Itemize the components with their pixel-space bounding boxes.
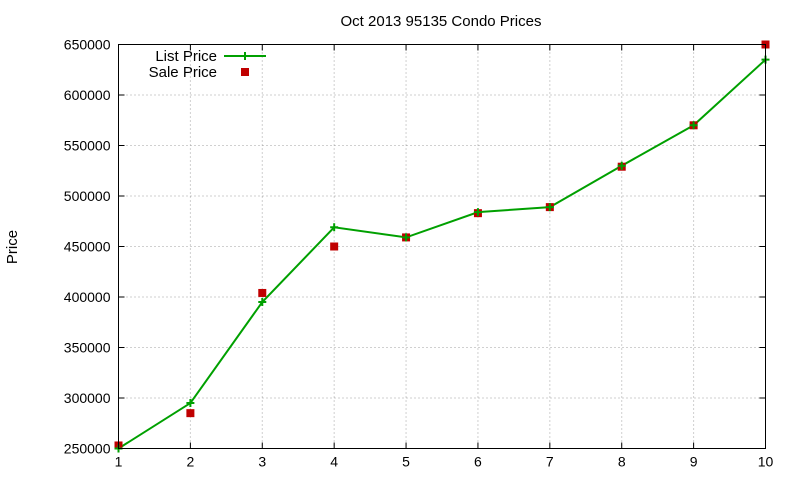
x-tick-label: 4 bbox=[330, 454, 338, 470]
x-tick-label: 7 bbox=[546, 454, 554, 470]
x-tick-label: 5 bbox=[402, 454, 410, 470]
list-price-point bbox=[402, 233, 411, 242]
y-tick-label: 650000 bbox=[64, 37, 111, 53]
x-tick-label: 2 bbox=[186, 454, 194, 470]
legend-label-list-price: List Price bbox=[155, 48, 217, 65]
x-tick-label: 1 bbox=[115, 454, 123, 470]
y-tick-label: 400000 bbox=[64, 289, 111, 305]
y-tick-label: 300000 bbox=[64, 390, 111, 406]
x-tick-label: 9 bbox=[690, 454, 698, 470]
chart-title: Oct 2013 95135 Condo Prices bbox=[341, 13, 542, 30]
y-tick-label: 450000 bbox=[64, 239, 111, 255]
list-price-line bbox=[117, 58, 767, 450]
x-tick-label: 8 bbox=[618, 454, 626, 470]
list-price-point bbox=[617, 161, 626, 170]
y-tick-label: 250000 bbox=[64, 441, 111, 457]
legend-marker-sale-price bbox=[241, 68, 249, 76]
tick-layer: 250000 300000 350000 400000 450000 500000 5500… bbox=[64, 37, 774, 470]
x-tick-label: 6 bbox=[474, 454, 482, 470]
y-tick-label: 550000 bbox=[64, 138, 111, 154]
grid-layer bbox=[118, 44, 766, 449]
sale-price-point bbox=[258, 288, 267, 297]
legend-marker-list-price bbox=[241, 52, 249, 60]
x-tick-label: 10 bbox=[758, 454, 774, 470]
list-price-point bbox=[689, 121, 698, 130]
list-price-point bbox=[258, 298, 267, 307]
y-tick-label: 600000 bbox=[64, 87, 111, 103]
list-price-point bbox=[186, 399, 195, 408]
y-tick-label: 350000 bbox=[64, 340, 111, 356]
series-layer bbox=[114, 40, 770, 453]
list-price-point bbox=[473, 208, 482, 217]
sale-price-point bbox=[186, 409, 195, 418]
sale-price-point bbox=[330, 242, 339, 251]
x-tick-label: 3 bbox=[258, 454, 266, 470]
y-tick-label: 500000 bbox=[64, 188, 111, 204]
list-price-point bbox=[545, 203, 554, 212]
y-axis-title: Price bbox=[4, 230, 21, 264]
plot-frame bbox=[118, 44, 766, 449]
list-price-point bbox=[330, 223, 339, 232]
legend-label-sale-price: Sale Price bbox=[149, 64, 217, 81]
